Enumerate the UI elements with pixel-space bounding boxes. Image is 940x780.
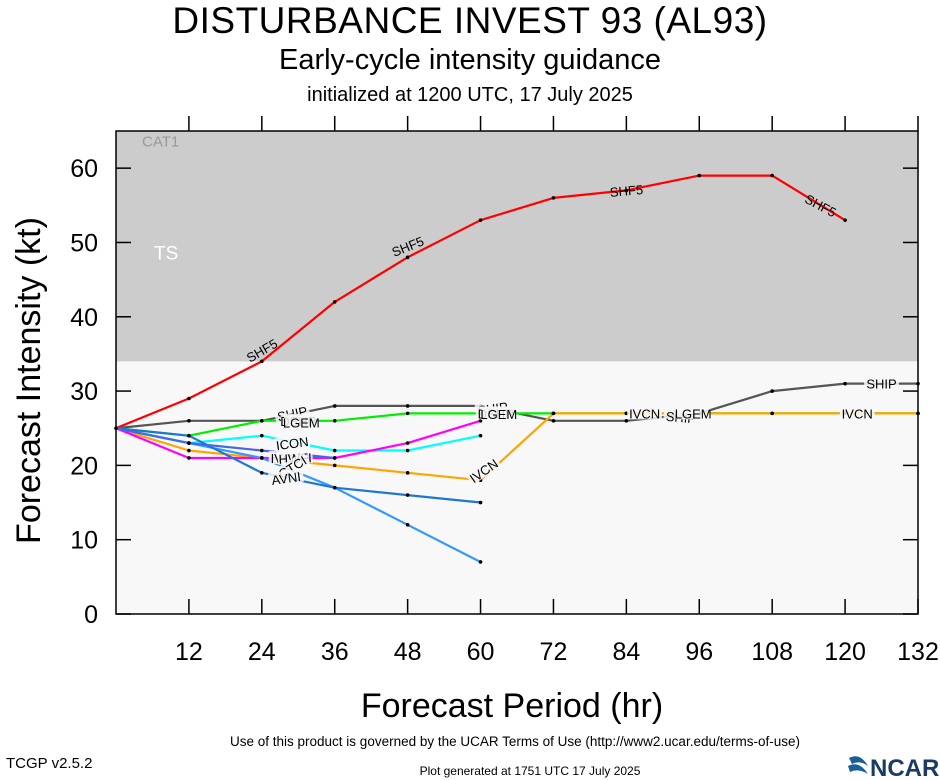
point-avni-24 [260,471,264,475]
y-tick-label-50: 50 [70,229,98,257]
svg-text:IVCN: IVCN [842,406,873,421]
svg-text:AVNI: AVNI [271,469,302,488]
y-tick-label-0: 0 [84,601,98,629]
point-ship-84 [624,419,629,423]
series-points [114,173,920,564]
point-shf5-108 [770,173,774,178]
series-label-lgem-0: LGEM [283,415,320,430]
point-nvgi-24 [260,448,264,453]
svg-text:ICON: ICON [275,434,309,453]
svg-text:SHIP: SHIP [866,377,896,392]
point-shf5-72 [551,196,556,200]
point-ctci-24 [260,456,264,460]
point-ivcn-108 [770,411,774,416]
point-hwfi-48 [405,441,410,445]
svg-text:LGEM: LGEM [283,415,320,430]
series-line-ivcn [115,412,918,482]
point-avni-60 [478,500,483,505]
svg-text:IVCN: IVCN [629,406,660,421]
terms-of-use: Use of this product is governed by the U… [230,734,800,749]
series-label-avni-0: AVNI [267,468,305,488]
point-icon-36 [332,448,337,453]
plot-frame [115,130,919,615]
svg-text:LGEM: LGEM [675,406,712,421]
point-avni-12 [187,433,191,438]
point-ship-72 [551,419,556,423]
point-ship-48 [405,404,410,408]
x-tick-label-48: 48 [394,638,422,666]
series-label-ship-3: SHIP [864,376,899,392]
series-label-lgem-1: LGEM [480,407,517,422]
band-label-ts: TS [154,243,178,264]
series-label-ivcn-3: IVCN [839,406,875,421]
band-cat1 [116,131,918,139]
point-avni-48 [405,493,410,497]
init-time: initialized at 1200 UTC, 17 July 2025 [307,84,633,106]
x-tick-label-84: 84 [612,638,640,666]
point-ivcn-72 [551,411,556,416]
y-tick-label-30: 30 [70,378,98,406]
point-nvgi-36 [332,456,337,460]
point-ship-36 [332,404,337,408]
x-tick-label-12: 12 [175,638,203,666]
series-label-shf5-2: SHF5 [609,182,643,200]
ncar-logo: NCAR [848,755,939,780]
axes: 12 24 36 48 60 72 84 96 108 120 132 0 10 20 30 40 50 60 [70,116,939,666]
band-ts [116,138,918,362]
y-axis-label: Forecast Intensity (kt) [10,217,48,544]
x-tick-label-132: 132 [897,638,939,666]
band-label-cat1: CAT1 [142,133,179,150]
x-tick-label-120: 120 [824,638,866,666]
point-ctci-60 [478,560,483,564]
point-ivcn-48 [405,471,410,475]
point-shf5-12 [187,396,191,401]
point-icon-60 [478,433,483,438]
intensity-bands: TS CAT1 [116,131,918,614]
x-tick-label-36: 36 [321,638,349,666]
x-tick-label-96: 96 [685,638,713,666]
series-label-lgem-2: LGEM [675,406,712,421]
svg-text:LGEM: LGEM [480,407,517,422]
point-shf5-96 [697,173,702,178]
point-shf5-24 [260,359,264,364]
point-icon-24 [260,433,264,438]
y-tick-label-60: 60 [70,155,98,183]
point-dshp-48 [405,411,410,416]
y-tick-label-40: 40 [70,304,98,332]
version-label: TCGP v2.5.2 [6,755,93,772]
point-ship-108 [770,389,774,393]
point-dshp-24 [260,419,264,423]
subtitle: Early-cycle intensity guidance [278,44,661,76]
point-dshp-36 [332,419,337,423]
series-label-icon-0: ICON [273,433,311,453]
x-tick-label-24: 24 [248,638,276,666]
point-ship-12 [187,419,191,423]
point-shf5-60 [478,218,483,222]
ncar-logo-text: NCAR [870,755,939,780]
ncar-logo-mark [848,756,868,774]
main-title: DISTURBANCE INVEST 93 (AL93) [172,0,768,41]
point-ctci-48 [405,523,410,527]
generated-time: Plot generated at 1751 UTC 17 July 2025 [419,764,641,778]
point-hwfi-12 [187,456,191,460]
point-shf5-84 [624,188,629,193]
series-label-ivcn-2: IVCN [627,406,662,421]
x-tick-label-108: 108 [751,638,793,666]
point-shf5-48 [405,255,410,260]
point-nvgi-12 [187,441,191,445]
point-shf5-120 [843,218,847,222]
x-axis-label: Forecast Period (hr) [361,687,663,725]
x-tick-label-72: 72 [540,638,568,666]
point-ship-120 [843,381,847,386]
point-icon-48 [405,448,410,453]
y-tick-label-20: 20 [70,452,98,480]
svg-text:SHF5: SHF5 [609,182,643,200]
point-shf5-36 [332,300,337,304]
point-ivcn-36 [332,463,337,468]
y-tick-label-10: 10 [70,527,98,555]
x-tick-label-60: 60 [467,638,495,666]
point-ivcn-12 [187,448,191,453]
point-avni-36 [332,485,337,490]
